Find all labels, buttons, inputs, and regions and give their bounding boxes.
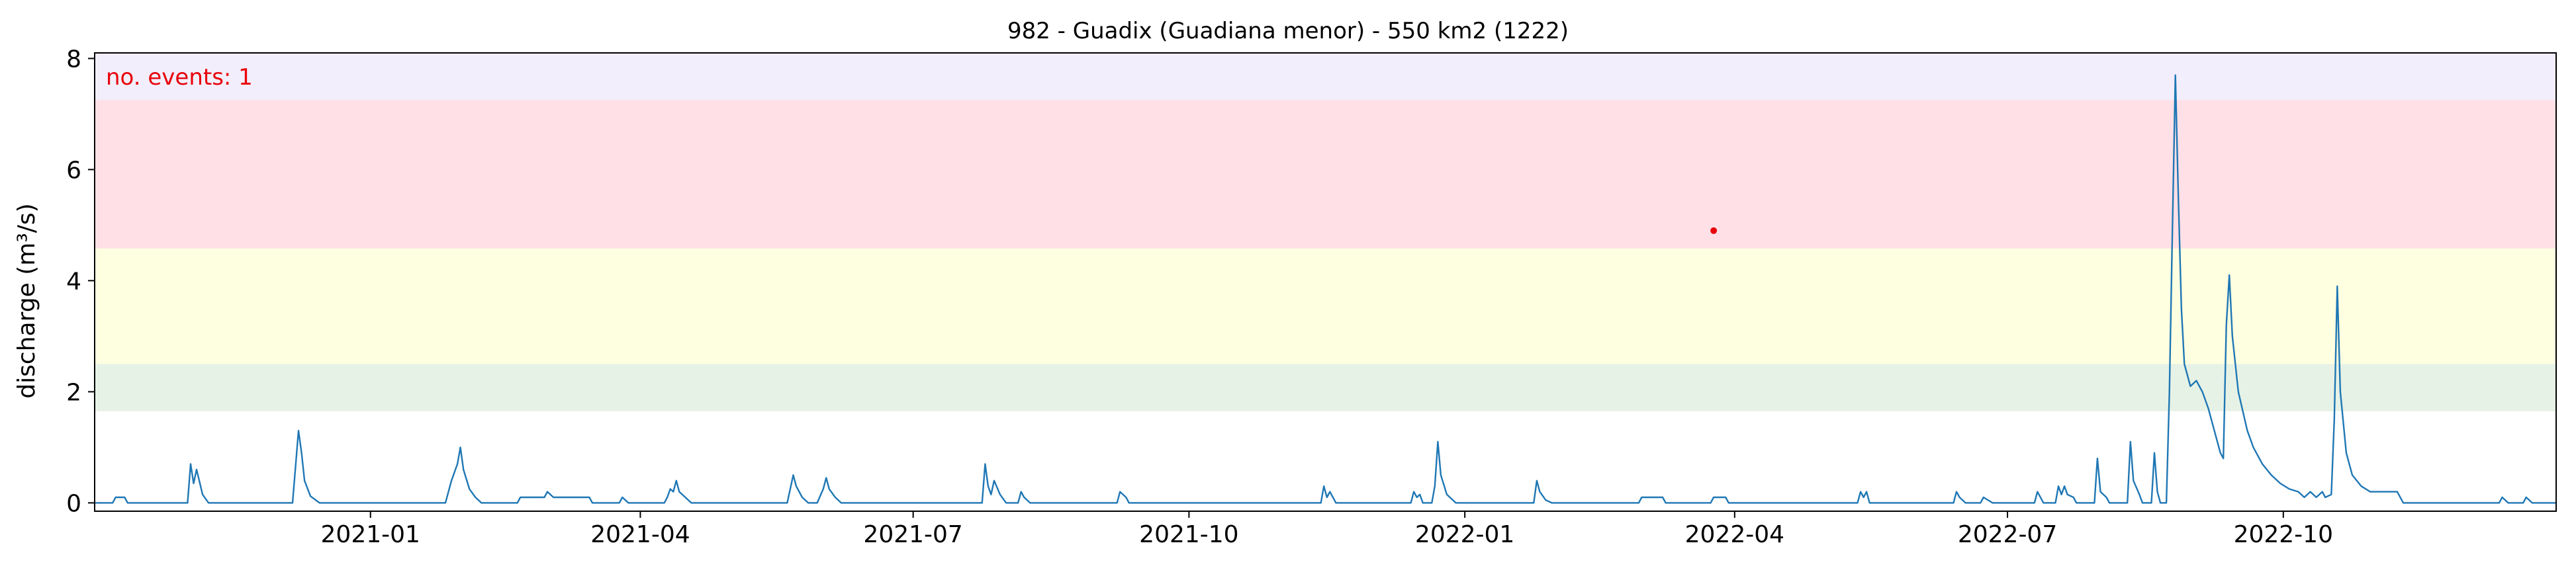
event-count-annotation: no. events: 1 — [106, 64, 253, 91]
y-tick-label: 2 — [66, 379, 81, 406]
x-tick-label: 2022-10 — [2234, 521, 2333, 548]
discharge-line-1 — [95, 74, 2556, 504]
x-tick-label: 2021-01 — [321, 521, 420, 548]
threshold-band-2 — [95, 248, 2556, 364]
y-tick-label: 0 — [66, 490, 81, 517]
x-tick-label: 2022-01 — [1415, 521, 1514, 548]
axes — [94, 52, 2557, 512]
threshold-bands — [95, 53, 2556, 411]
y-tick-label: 6 — [66, 157, 81, 184]
y-tick-label: 8 — [66, 46, 81, 73]
event-marker-1 — [1710, 227, 1718, 234]
x-tick-label: 2022-04 — [1685, 521, 1784, 548]
hydrograph-layer — [95, 74, 2556, 504]
chart-title: 982 - Guadix (Guadiana menor) - 550 km2 … — [1007, 18, 1569, 44]
plot-frame — [94, 52, 2557, 512]
x-tick-label: 2021-10 — [1139, 521, 1238, 548]
y-axis-label: discharge (m³/s) — [13, 203, 40, 398]
threshold-band-1 — [95, 364, 2556, 411]
y-tick-label: 4 — [66, 268, 81, 295]
x-tick-label: 2022-07 — [1958, 521, 2057, 548]
threshold-band-3 — [95, 100, 2556, 249]
threshold-band-4 — [95, 53, 2556, 101]
x-tick-label: 2021-04 — [590, 521, 690, 548]
tick-labels: 2021-01 2021-04 2021-07 2021-10 2022-01 2022-… — [66, 46, 2333, 548]
x-tick-label: 2021-07 — [863, 521, 962, 548]
